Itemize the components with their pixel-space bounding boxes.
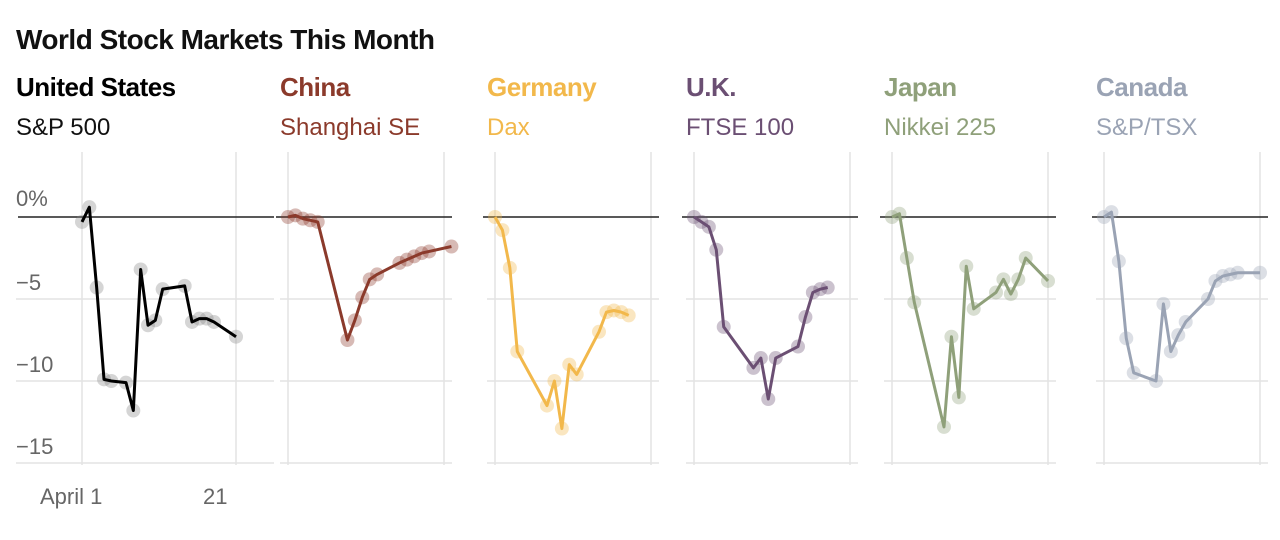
panel-index-5: S&P/TSX [1096, 114, 1197, 141]
series-line-3 [693, 215, 829, 401]
panel-title-5: Canada [1096, 72, 1188, 102]
series-line-0 [80, 205, 237, 413]
y-tick-label: −15 [16, 434, 53, 459]
panel-title-1: China [280, 72, 351, 102]
panel-index-1: Shanghai SE [280, 114, 420, 141]
series-line-2 [493, 216, 630, 431]
x-tick-label: April 1 [40, 484, 102, 509]
panel-title-4: Japan [884, 72, 957, 102]
x-tick-label: 21 [203, 484, 227, 509]
chart-title: World Stock Markets This Month [16, 24, 435, 55]
series-line-5 [1103, 210, 1260, 383]
series-line-1 [287, 213, 452, 342]
y-tick-label: 0% [16, 186, 48, 211]
y-tick-label: −10 [16, 352, 53, 377]
panel-title-0: United States [16, 72, 176, 102]
y-tick-label: −5 [16, 270, 41, 295]
panel-index-0: S&P 500 [16, 114, 110, 141]
panel-index-4: Nikkei 225 [884, 114, 996, 141]
panel-index-2: Dax [487, 114, 530, 141]
panel-title-2: Germany [487, 72, 597, 102]
panel-title-3: U.K. [686, 72, 736, 102]
panel-index-3: FTSE 100 [686, 114, 794, 141]
series-line-4 [891, 212, 1050, 429]
